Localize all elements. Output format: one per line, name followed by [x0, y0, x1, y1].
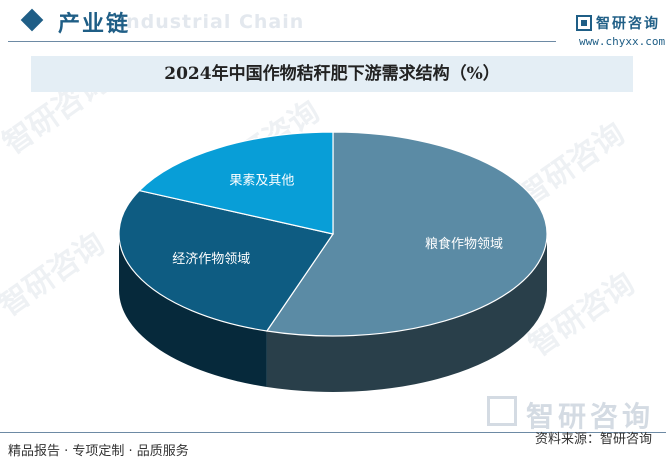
watermark-logo-icon	[487, 396, 517, 426]
bottom-watermark: 智研咨询	[526, 400, 655, 433]
chart-title-bar: 2024年中国作物秸秆肥下游需求结构（%）	[31, 56, 633, 92]
chart-title: 2024年中国作物秸秆肥下游需求结构（%）	[164, 64, 500, 84]
pie-slice[interactable]	[265, 131, 548, 337]
header-bar: Industrial Chain 产业链 智研咨询 www.chyxx.com	[0, 0, 666, 48]
footer-divider	[0, 432, 666, 433]
pie-slice-side	[266, 234, 547, 393]
header-watermark: Industrial Chain	[118, 11, 305, 33]
logo-url[interactable]: www.chyxx.com	[579, 35, 666, 48]
pie-slice[interactable]	[118, 189, 334, 332]
pie-slice-side	[119, 234, 267, 388]
section-title: 产业链	[58, 12, 131, 37]
slice-label: 粮食作物领域	[425, 236, 503, 252]
slice-label: 果素及其他	[229, 174, 294, 189]
slice-label: 经济作物领域	[172, 252, 250, 267]
logo-name: 智研咨询	[596, 16, 660, 32]
source-note: 资料来源：智研咨询	[534, 432, 652, 447]
pie-slice[interactable]	[138, 131, 334, 235]
logo-icon	[576, 15, 592, 31]
header-divider	[8, 41, 556, 42]
footer-slogan: 精品报告 · 专项定制 · 品质服务	[8, 444, 189, 459]
